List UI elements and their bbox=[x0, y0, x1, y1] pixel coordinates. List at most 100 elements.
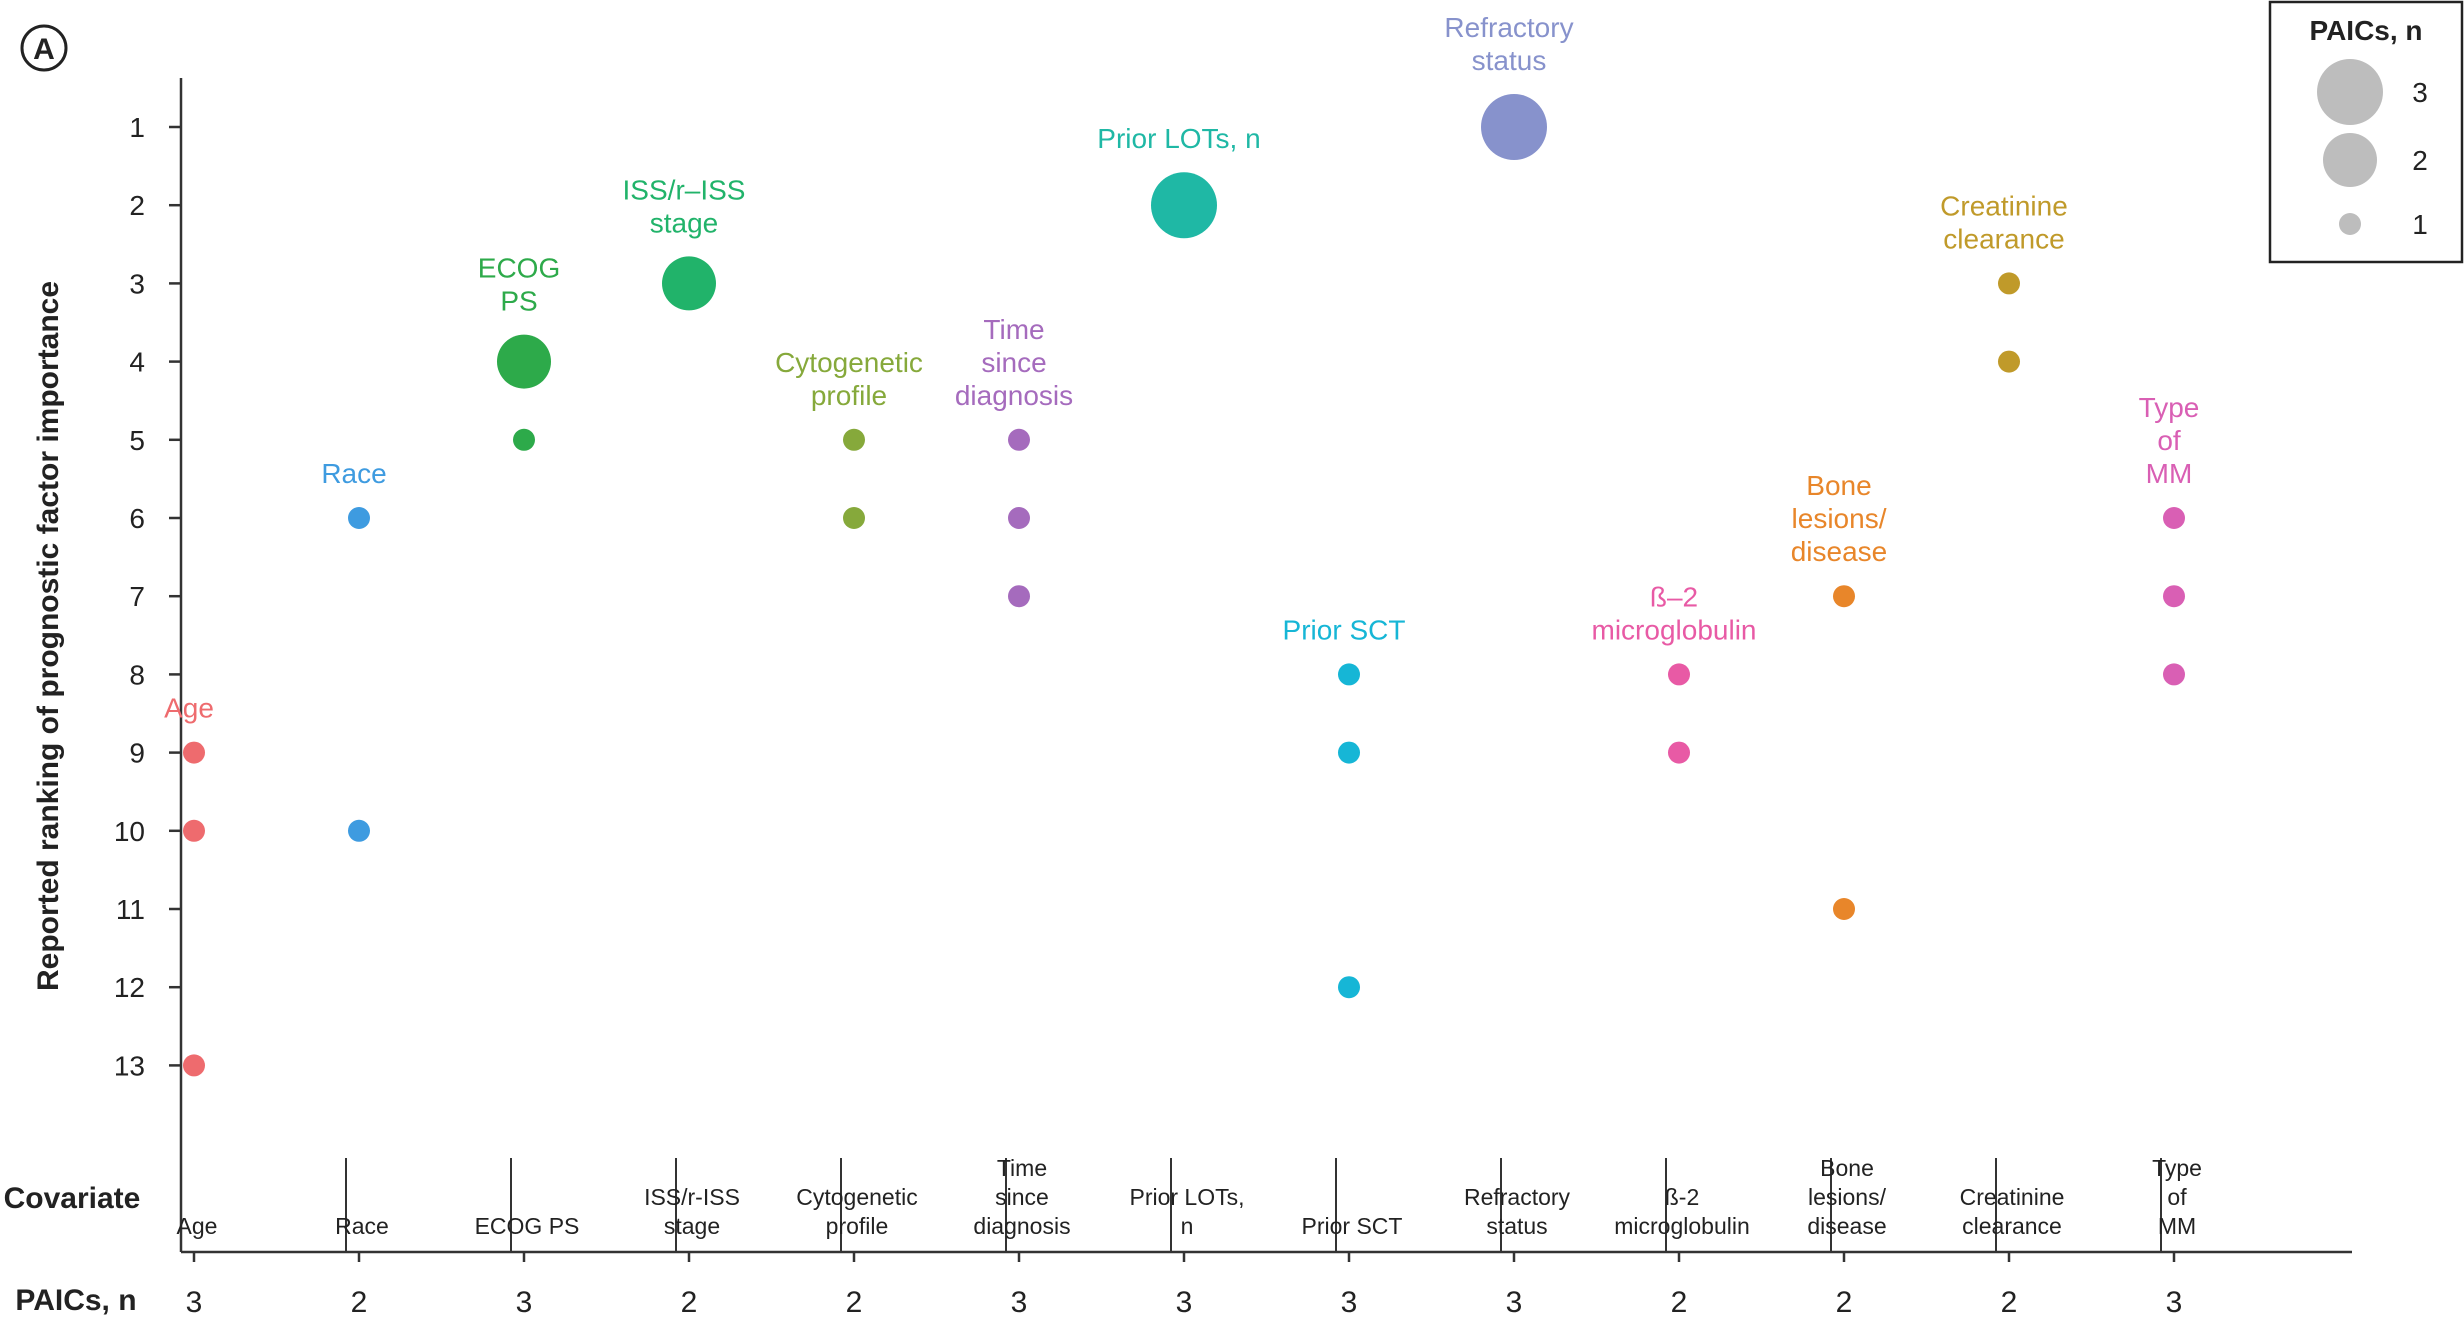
point-type-of-mm-rank-7 bbox=[2163, 585, 2185, 608]
legend-box bbox=[2268, 0, 2464, 264]
y-tick-label-8: 8 bbox=[129, 659, 145, 690]
table-label-bone-lesions-disease: disease bbox=[1807, 1213, 1886, 1239]
y-tick-label-2: 2 bbox=[129, 190, 145, 221]
y-axis-label: Reported ranking of prognostic factor im… bbox=[32, 281, 65, 991]
point-race-rank-10 bbox=[348, 819, 370, 842]
annotation-time-since-diagnosis: Time bbox=[983, 314, 1044, 345]
y-tick-label-11: 11 bbox=[116, 894, 145, 925]
point-prior-sct-rank-12 bbox=[1338, 976, 1360, 999]
y-tick-label-4: 4 bbox=[129, 347, 145, 378]
annotation-creatinine-clearance: clearance bbox=[1943, 223, 2064, 254]
point-type-of-mm-rank-6 bbox=[2163, 507, 2185, 529]
table-label-type-of-mm: of bbox=[2167, 1184, 2187, 1210]
table-label-refractory-status: Refractory bbox=[1464, 1184, 1571, 1210]
annotation-type-of-mm: of bbox=[2157, 425, 2181, 456]
annotation-race: Race bbox=[321, 458, 386, 489]
annotation-bone-lesions-disease: Bone bbox=[1806, 470, 1871, 501]
point-refractory-status-rank-1 bbox=[1481, 94, 1547, 160]
y-tick-label-5: 5 bbox=[129, 425, 145, 456]
point-time-since-diagnosis-rank-6 bbox=[1008, 507, 1030, 529]
paics-value-bone-lesions-disease: 2 bbox=[1836, 1286, 1853, 1319]
annotation-2-microglobulin: ß–2 bbox=[1650, 581, 1698, 612]
paics-value-type-of-mm: 3 bbox=[2166, 1286, 2183, 1319]
annotation-prior-sct: Prior SCT bbox=[1283, 614, 1406, 645]
annotation-ecog-ps: ECOG bbox=[478, 253, 560, 284]
annotation-time-since-diagnosis: since bbox=[981, 347, 1046, 378]
annotation-bone-lesions-disease: lesions/ bbox=[1792, 503, 1887, 534]
point-ecog-ps-rank-4 bbox=[497, 334, 551, 389]
paics-value-prior-sct: 3 bbox=[1341, 1286, 1358, 1319]
covariate-row-label: Covariate bbox=[4, 1182, 141, 1215]
paics-value-time-since-diagnosis: 3 bbox=[1011, 1286, 1028, 1319]
y-tick-label-13: 13 bbox=[114, 1050, 145, 1081]
paics-value-cytogenetic-profile: 2 bbox=[846, 1286, 863, 1319]
point-cytogenetic-profile-rank-6 bbox=[843, 507, 865, 529]
axes bbox=[179, 78, 2352, 1254]
paics-value-race: 2 bbox=[351, 1286, 368, 1319]
table-label-time-since-diagnosis: diagnosis bbox=[973, 1213, 1070, 1239]
legend-label-3: 3 bbox=[2412, 77, 2428, 108]
point-2-microglobulin-rank-8 bbox=[1668, 663, 1690, 686]
point-2-microglobulin-rank-9 bbox=[1668, 741, 1690, 764]
y-tick-label-10: 10 bbox=[114, 816, 145, 847]
table-label-2-microglobulin: microglobulin bbox=[1614, 1213, 1750, 1239]
point-time-since-diagnosis-rank-7 bbox=[1008, 585, 1030, 608]
annotation-2-microglobulin: microglobulin bbox=[1592, 614, 1757, 645]
annotation-creatinine-clearance: Creatinine bbox=[1940, 190, 2068, 221]
point-creatinine-clearance-rank-3 bbox=[1998, 272, 2020, 295]
y-tick-label-1: 1 bbox=[129, 112, 145, 143]
point-age-rank-10 bbox=[183, 819, 205, 842]
table-label-time-since-diagnosis: since bbox=[995, 1184, 1049, 1210]
annotation-iss-r-iss-stage: ISS/r–ISS bbox=[623, 174, 746, 205]
paics-value-2-microglobulin: 2 bbox=[1671, 1286, 1688, 1319]
point-creatinine-clearance-rank-4 bbox=[1998, 350, 2020, 373]
annotation-refractory-status: Refractory bbox=[1444, 12, 1573, 43]
paics-value-age: 3 bbox=[186, 1286, 203, 1319]
annotation-bone-lesions-disease: disease bbox=[1791, 536, 1888, 567]
annotation-cytogenetic-profile: Cytogenetic bbox=[775, 347, 923, 378]
point-prior-sct-rank-9 bbox=[1338, 741, 1360, 764]
annotation-ecog-ps: PS bbox=[500, 286, 537, 317]
panel-badge: A bbox=[20, 24, 68, 72]
annotation-iss-r-iss-stage: stage bbox=[650, 207, 719, 238]
table-label-iss-r-iss-stage: stage bbox=[664, 1213, 720, 1239]
paics-value-iss-r-iss-stage: 2 bbox=[681, 1286, 698, 1319]
table-label-iss-r-iss-stage: ISS/r-ISS bbox=[644, 1184, 740, 1210]
legend-label-1: 1 bbox=[2412, 209, 2428, 240]
table-label-age: Age bbox=[177, 1213, 218, 1239]
covariate-table: Age 3 Race 2 ECOG PS 3 ISS/r-ISS stage 2 Cytogene… bbox=[177, 1155, 2202, 1319]
y-tick-label-6: 6 bbox=[129, 503, 145, 534]
y-tick-label-12: 12 bbox=[114, 972, 145, 1003]
annotation-time-since-diagnosis: diagnosis bbox=[955, 380, 1073, 411]
point-age-rank-13 bbox=[183, 1054, 205, 1077]
point-cytogenetic-profile-rank-5 bbox=[843, 428, 865, 451]
table-label-creatinine-clearance: clearance bbox=[1962, 1213, 2062, 1239]
annotation-prior-lots-n: Prior LOTs, n bbox=[1097, 123, 1260, 154]
annotation-cytogenetic-profile: profile bbox=[811, 380, 887, 411]
y-tick-label-7: 7 bbox=[129, 581, 145, 612]
table-label-type-of-mm: MM bbox=[2158, 1213, 2196, 1239]
y-tick-label-3: 3 bbox=[129, 268, 145, 299]
table-label-race: Race bbox=[335, 1213, 389, 1239]
point-bone-lesions-disease-rank-11 bbox=[1833, 898, 1855, 920]
legend-marker-3 bbox=[2317, 59, 2383, 125]
point-prior-sct-rank-8 bbox=[1338, 663, 1360, 686]
legend-label-2: 2 bbox=[2412, 145, 2428, 176]
table-label-cytogenetic-profile: Cytogenetic bbox=[796, 1184, 917, 1210]
table-label-2-microglobulin: ß-2 bbox=[1665, 1184, 1700, 1210]
point-ecog-ps-rank-5 bbox=[513, 428, 535, 451]
point-race-rank-6 bbox=[348, 507, 370, 529]
table-label-bone-lesions-disease: Bone bbox=[1820, 1155, 1874, 1181]
point-time-since-diagnosis-rank-5 bbox=[1008, 428, 1030, 451]
paics-value-prior-lots-n: 3 bbox=[1176, 1286, 1193, 1319]
table-label-bone-lesions-disease: lesions/ bbox=[1808, 1184, 1887, 1210]
paics-value-creatinine-clearance: 2 bbox=[2001, 1286, 2018, 1319]
paics-value-ecog-ps: 3 bbox=[516, 1286, 533, 1319]
point-age-rank-9 bbox=[183, 741, 205, 764]
table-label-time-since-diagnosis: Time bbox=[997, 1155, 1047, 1181]
legend-marker-1 bbox=[2339, 213, 2361, 235]
table-label-prior-lots-n: Prior LOTs, bbox=[1129, 1184, 1244, 1210]
table-label-cytogenetic-profile: profile bbox=[826, 1213, 889, 1239]
legend-marker-2 bbox=[2323, 133, 2377, 187]
